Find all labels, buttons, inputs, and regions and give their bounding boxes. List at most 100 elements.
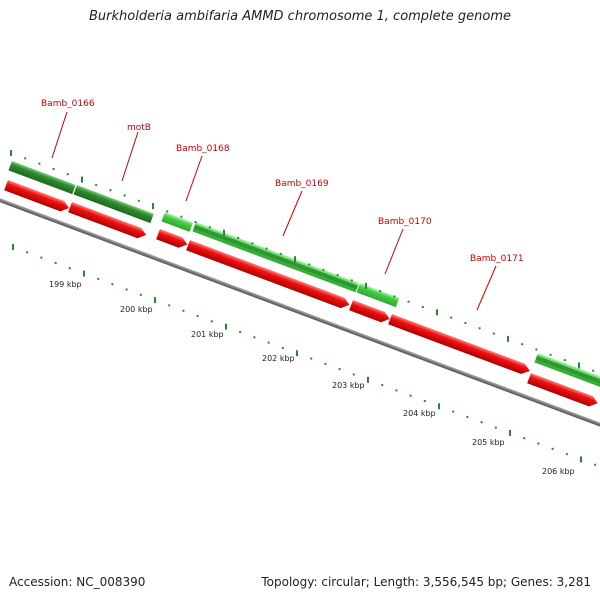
upper-tick	[507, 335, 509, 342]
upper-tick	[52, 167, 55, 170]
tick-row-lower	[12, 244, 597, 466]
lower-tick	[210, 320, 213, 323]
lower-tick	[296, 350, 298, 357]
lower-tick	[352, 373, 355, 376]
upper-tick	[24, 157, 27, 160]
lower-tick	[338, 368, 341, 371]
upper-tick	[521, 343, 524, 346]
upper-tick	[152, 203, 154, 210]
upper-tick	[492, 332, 495, 335]
upper-tick	[81, 176, 83, 183]
cds-arrow-5[interactable]	[349, 300, 391, 325]
lower-tick	[12, 244, 14, 250]
lower-tick	[438, 403, 440, 410]
kbp-label-199: 199 kbp	[49, 280, 82, 289]
cds-arrow-6[interactable]	[388, 314, 531, 376]
lower-tick	[26, 251, 29, 254]
upper-tick	[322, 268, 325, 271]
upper-tick	[407, 300, 410, 303]
upper-tick	[450, 316, 453, 319]
tick-row-upper	[10, 150, 595, 372]
lower-tick	[40, 256, 43, 259]
gene-label-bamb-0170[interactable]: Bamb_0170	[378, 217, 432, 227]
upper-tick	[237, 236, 240, 239]
kbp-label-201: 201 kbp	[191, 330, 224, 339]
cds-arrow-2[interactable]	[68, 202, 148, 241]
genome-info-text: Topology: circular; Length: 3,556,545 bp…	[261, 575, 591, 589]
lower-tick	[68, 267, 71, 270]
lower-tick	[580, 456, 582, 463]
lower-tick	[423, 400, 426, 403]
lower-tick	[480, 421, 483, 424]
upper-tick	[208, 226, 211, 229]
upper-tick	[336, 274, 339, 277]
gene-motb-box[interactable]	[73, 185, 154, 224]
gene-label-bamb-0171[interactable]: Bamb_0171	[470, 254, 524, 264]
upper-tick	[308, 263, 311, 266]
upper-tick	[563, 359, 566, 362]
lower-tick	[310, 357, 313, 360]
lower-tick	[395, 389, 398, 392]
lower-tick	[154, 297, 156, 304]
cds-arrow-3[interactable]	[156, 229, 189, 250]
accession-text: Accession: NC_008390	[9, 575, 146, 589]
upper-tick	[365, 282, 367, 289]
upper-tick	[350, 279, 353, 282]
lower-tick	[565, 453, 568, 456]
lower-tick	[239, 330, 242, 333]
kbp-label-205: 205 kbp	[472, 438, 505, 447]
map-title: Burkholderia ambifaria AMMD chromosome 1…	[88, 9, 512, 24]
upper-tick	[592, 369, 595, 372]
lower-tick	[466, 415, 469, 418]
upper-tick	[223, 229, 225, 236]
upper-tick	[478, 327, 481, 330]
lower-tick	[182, 309, 185, 312]
lower-tick	[594, 463, 597, 466]
leader-lines	[51, 111, 497, 311]
lower-tick	[253, 336, 256, 339]
lower-tick	[97, 277, 100, 280]
lower-tick	[54, 261, 57, 264]
lower-tick	[139, 293, 142, 296]
gene-bamb-0171-box[interactable]	[534, 353, 600, 391]
cds-track-lower	[4, 180, 599, 409]
lower-tick	[281, 346, 284, 349]
cds-arrow-7[interactable]	[527, 373, 599, 409]
gene-bamb-0169-box[interactable]	[192, 222, 359, 293]
kbp-label-203: 203 kbp	[332, 381, 365, 390]
upper-tick	[137, 199, 140, 202]
gene-label-bamb-0169[interactable]: Bamb_0169	[275, 179, 329, 189]
upper-tick	[379, 290, 382, 293]
lower-tick	[523, 437, 526, 440]
gene-bamb-0170-box[interactable]	[356, 283, 400, 308]
upper-tick	[279, 252, 282, 255]
kbp-label-204: 204 kbp	[403, 409, 436, 418]
upper-tick	[10, 150, 12, 156]
gene-label-bamb-0166[interactable]: Bamb_0166	[41, 99, 95, 109]
cds-arrow-1[interactable]	[4, 180, 71, 214]
upper-tick	[95, 183, 98, 186]
gene-label-motb[interactable]: motB	[127, 123, 151, 133]
lower-tick	[83, 270, 85, 277]
gene-label-bamb-0168[interactable]: Bamb_0168	[176, 144, 230, 154]
kbp-scale-labels: 199 kbp 200 kbp 201 kbp 202 kbp 203 kbp …	[49, 280, 575, 476]
lower-tick	[367, 376, 369, 383]
upper-tick	[251, 242, 254, 245]
kbp-label-202: 202 kbp	[262, 354, 295, 363]
upper-tick	[393, 295, 396, 298]
gene-labels: Bamb_0166 motB Bamb_0168 Bamb_0169 Bamb_…	[41, 99, 524, 264]
gene-bamb-0166-box[interactable]	[8, 161, 76, 195]
upper-tick	[421, 306, 424, 309]
gene-bamb-0168-box[interactable]	[161, 212, 194, 232]
lower-tick	[537, 442, 540, 445]
lower-tick	[494, 426, 497, 429]
upper-tick	[578, 362, 580, 369]
lower-tick	[111, 283, 114, 286]
upper-tick	[123, 194, 126, 197]
lower-tick	[196, 315, 199, 318]
lower-tick	[324, 362, 327, 365]
lower-tick	[509, 429, 511, 436]
lower-tick	[381, 384, 384, 387]
cds-arrow-4[interactable]	[186, 240, 351, 311]
